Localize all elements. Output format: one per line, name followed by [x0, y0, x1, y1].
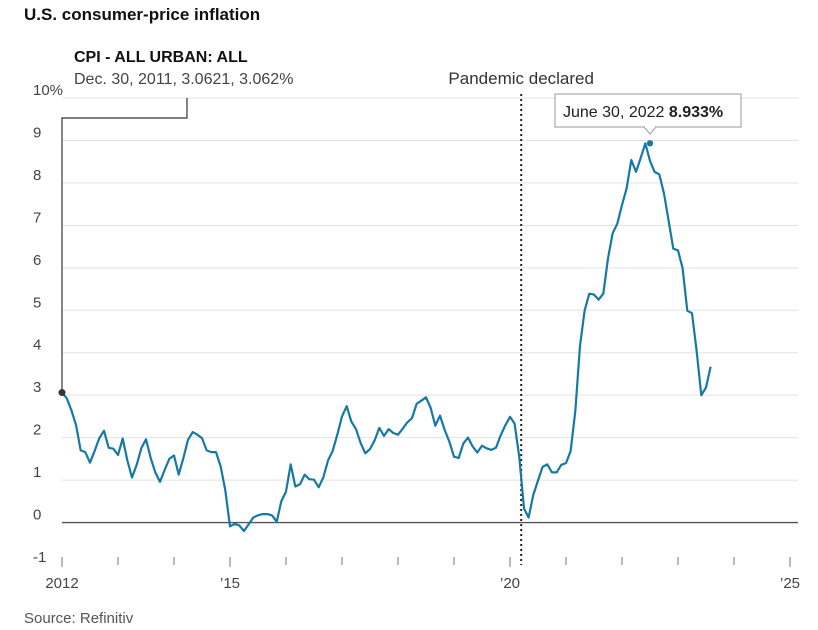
pandemic-label: Pandemic declared — [448, 69, 594, 88]
y-tick-label: 5 — [33, 294, 41, 311]
peak-point-marker — [646, 140, 654, 147]
y-tick-label: 0 — [33, 507, 41, 524]
y-tick-label: 2 — [33, 422, 41, 439]
start-annotation-title: CPI - ALL URBAN: ALL — [74, 49, 248, 66]
start-leader-line — [61, 98, 188, 393]
y-tick-label: 3 — [33, 379, 41, 396]
y-tick-label: -1 — [33, 549, 46, 566]
peak-tooltip-text: June 30, 2022 8.933% — [563, 104, 723, 121]
start-annotation-detail: Dec. 30, 2011, 3.0621, 3.062% — [74, 71, 293, 88]
y-tick-label: 8 — [33, 167, 41, 184]
cpi-series-line — [61, 142, 712, 533]
x-tick-label: 2012 — [45, 575, 78, 592]
y-tick-label: 7 — [33, 209, 41, 226]
start-point-marker — [58, 389, 66, 397]
source-note: Source: Refinitiv — [24, 610, 134, 627]
y-tick-label: 1 — [33, 464, 41, 481]
y-tick-label: 6 — [33, 252, 41, 269]
y-tick-label: 10% — [33, 82, 63, 99]
peak-tooltip-pointer — [642, 126, 658, 135]
x-tick-label: ’20 — [500, 575, 520, 592]
y-tick-label: 4 — [33, 337, 41, 354]
chart-title: U.S. consumer-price inflation — [24, 5, 261, 24]
peak-tooltip-box — [554, 93, 742, 128]
y-tick-label: 9 — [33, 124, 41, 141]
x-tick-label: ’15 — [220, 575, 240, 592]
x-tick-label: ’25 — [780, 575, 800, 592]
